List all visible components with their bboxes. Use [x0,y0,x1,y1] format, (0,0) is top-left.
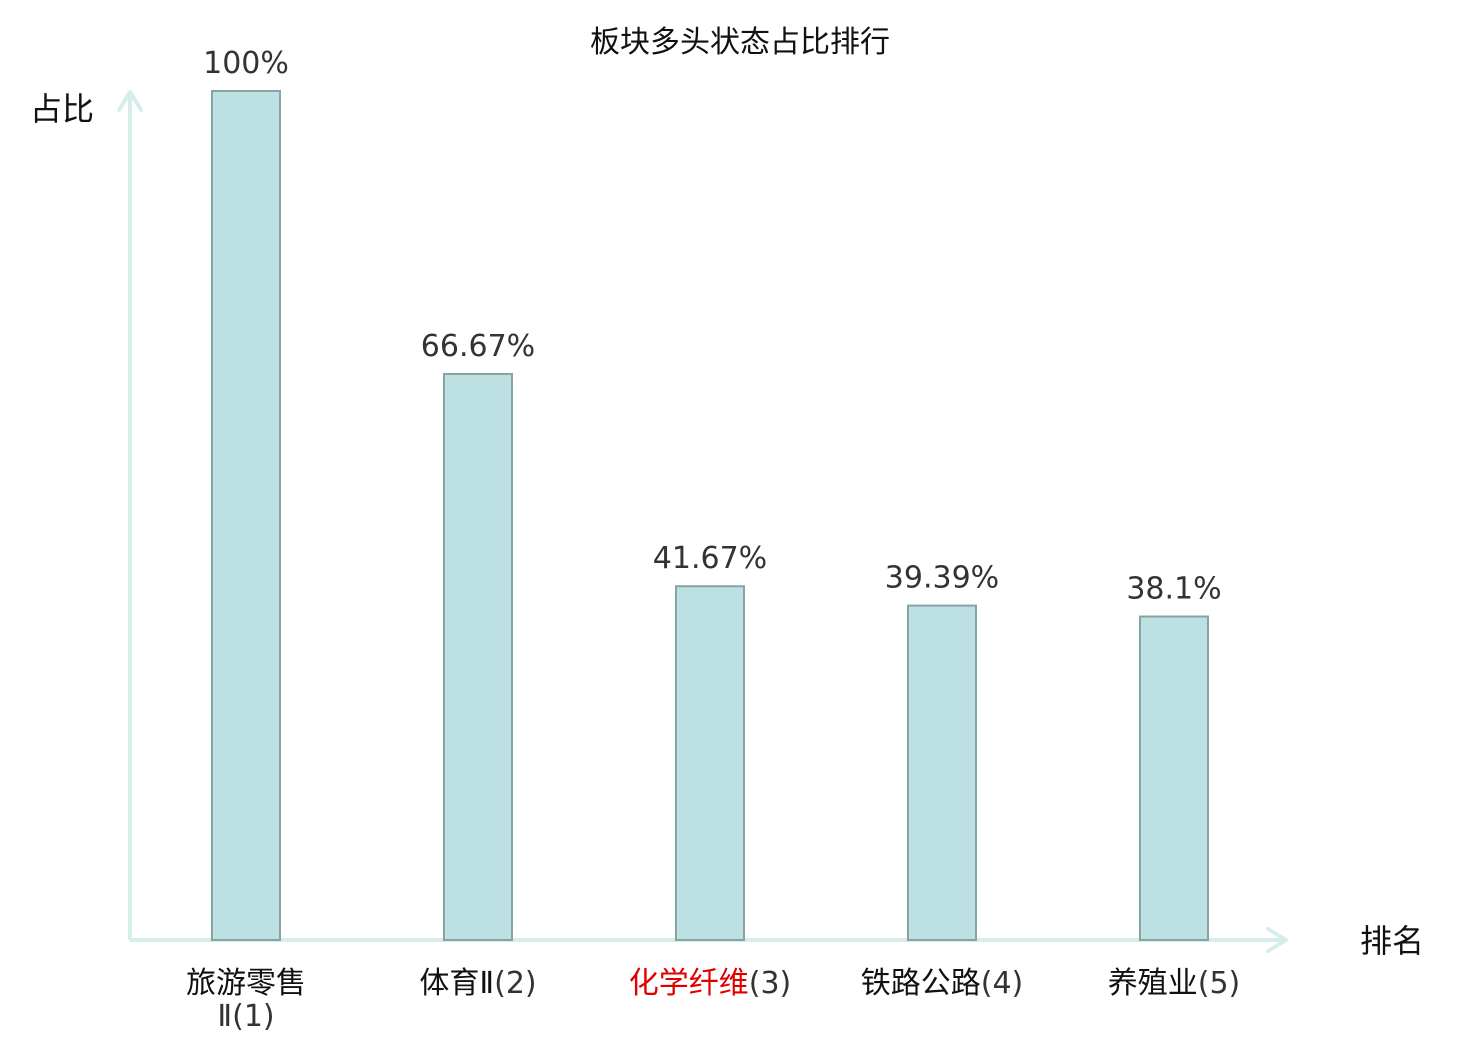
category-label-1: 旅游零售 [186,966,306,1001]
category-rank: (2) [494,966,537,1001]
category-rank: (1) [232,999,275,1034]
category-label-4: 铁路公路(4) [861,966,1024,1001]
value-label-2: 66.67% [421,329,535,364]
category-label-5: 养殖业(5) [1108,966,1241,1001]
category-name: 体育Ⅱ [419,966,494,1001]
bar-5 [1139,615,1209,941]
chart-title: 板块多头状态占比排行 [590,25,890,60]
y-axis-arrow-icon [117,90,143,112]
category-name: 旅游零售 [186,966,306,1001]
x-axis-label: 排名 [1360,922,1424,960]
category-name: 铁路公路 [861,966,981,1001]
category-name-continued: Ⅱ [217,999,232,1034]
value-label-4: 39.39% [885,561,999,596]
x-axis-arrow-icon [1266,927,1288,953]
bar-4 [907,604,977,942]
category-label-1-line2: Ⅱ(1) [217,999,274,1034]
category-rank: (5) [1198,966,1241,1001]
value-label-1: 100% [203,46,289,81]
value-label-5: 38.1% [1126,572,1221,607]
y-axis-label: 占比 [30,90,94,128]
category-label-3: 化学纤维(3) [629,966,792,1001]
category-rank: (4) [981,966,1024,1001]
bar-1 [211,90,281,941]
x-axis: 排名 [130,922,1424,960]
value-labels: 100% 66.67% 41.67% 39.39% 38.1% [203,46,1222,607]
category-label-2: 体育Ⅱ(2) [419,966,536,1001]
category-name: 养殖业 [1108,966,1198,1001]
bar-series [211,90,1209,942]
category-rank: (3) [749,966,792,1001]
category-name: 化学纤维 [629,966,749,1001]
y-axis: 占比 [30,90,143,940]
bar-3 [675,585,745,941]
bar-2 [443,372,513,942]
value-label-3: 41.67% [653,541,767,576]
